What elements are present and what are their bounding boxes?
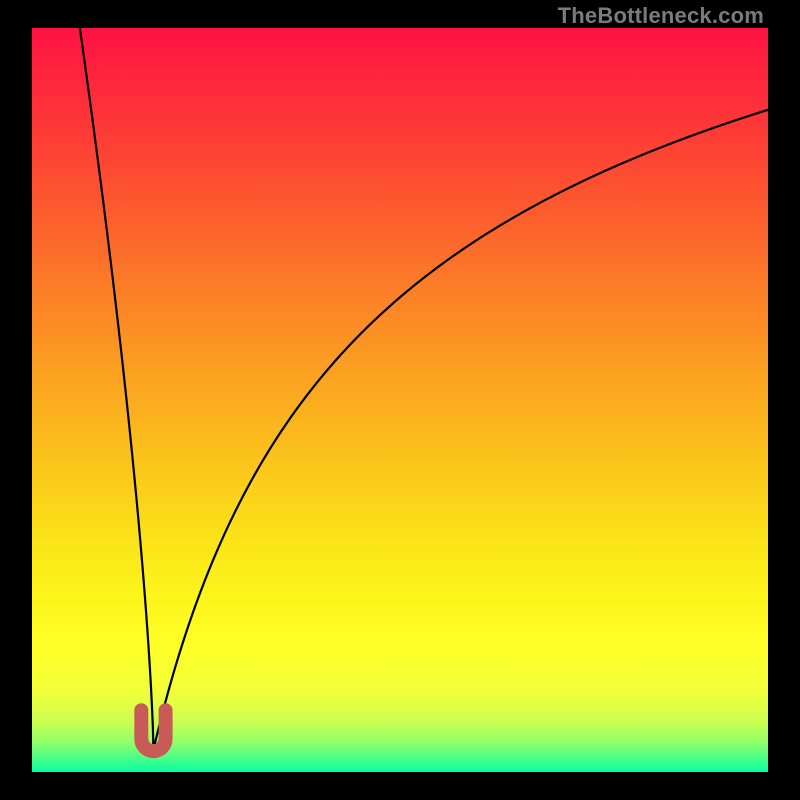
- watermark-text: TheBottleneck.com: [558, 3, 764, 29]
- chart-plot-area: [32, 28, 768, 772]
- chart-root: TheBottleneck.com: [0, 0, 800, 800]
- chart-background: [32, 28, 768, 772]
- chart-svg: [32, 28, 768, 772]
